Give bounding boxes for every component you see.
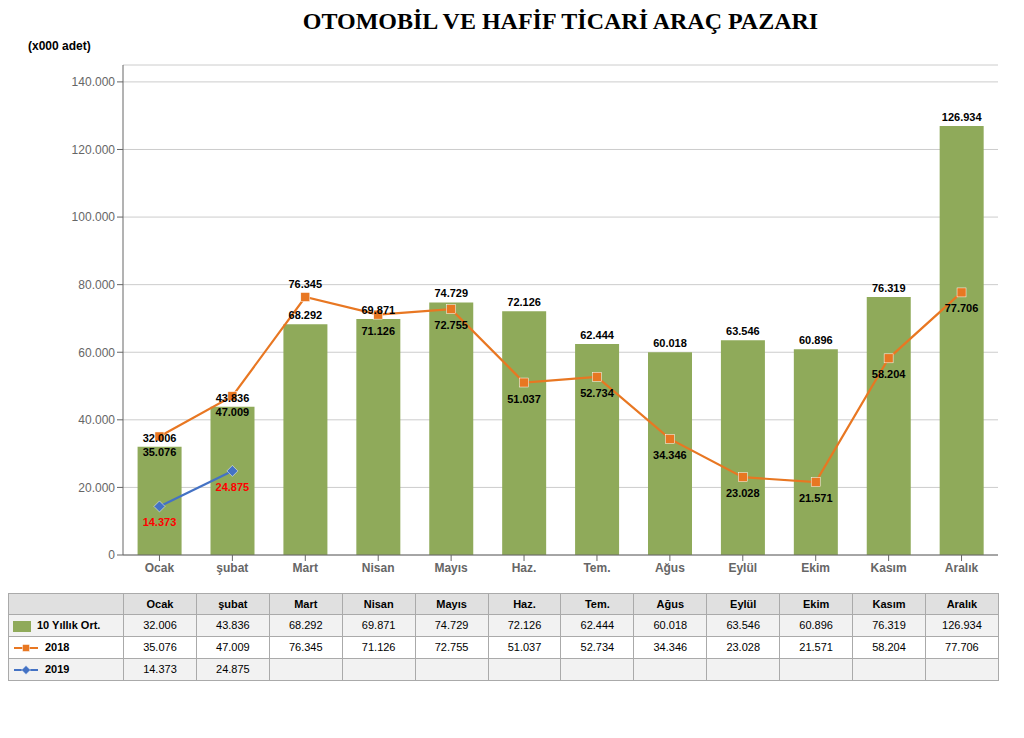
svg-text:Eylül: Eylül bbox=[728, 561, 757, 575]
html-text:35.076: 35.076 bbox=[143, 641, 177, 654]
svg-text:100.000: 100.000 bbox=[72, 210, 116, 224]
html-text:76.319: 76.319 bbox=[872, 619, 906, 632]
html-text:51.037: 51.037 bbox=[507, 641, 542, 654]
html-text:126.934: 126.934 bbox=[942, 619, 982, 632]
html-text:Ocak: Ocak bbox=[146, 598, 174, 610]
svg-text:14.373: 14.373 bbox=[143, 516, 177, 528]
svg-text:52.734: 52.734 bbox=[580, 387, 615, 399]
svg-text:58.204: 58.204 bbox=[872, 368, 907, 380]
svg-text:Ocak: Ocak bbox=[145, 561, 175, 575]
svg-text:72.755: 72.755 bbox=[434, 319, 468, 331]
html-text:23.028: 23.028 bbox=[726, 641, 760, 654]
svg-text:47.009: 47.009 bbox=[216, 406, 250, 418]
html-text:43.836: 43.836 bbox=[216, 619, 250, 632]
html-text:62.444: 62.444 bbox=[580, 619, 615, 632]
html-text:OTOMOBİL VE HAFİF TİCARİ ARAÇ: OTOMOBİL VE HAFİF TİCARİ ARAÇ PAZARI bbox=[302, 8, 819, 34]
svg-text:34.346: 34.346 bbox=[653, 449, 687, 461]
html-text:Tem.: Tem. bbox=[585, 598, 610, 610]
svg-text:21.571: 21.571 bbox=[799, 492, 833, 504]
html-text:Haz.: Haz. bbox=[513, 598, 536, 610]
svg-text:Mayıs: Mayıs bbox=[434, 561, 468, 575]
svg-text:80.000: 80.000 bbox=[78, 278, 115, 292]
html-text:Nisan: Nisan bbox=[363, 598, 394, 610]
html-text:Mart: Mart bbox=[294, 598, 318, 610]
svg-text:63.546: 63.546 bbox=[726, 325, 760, 337]
svg-text:140.000: 140.000 bbox=[72, 75, 116, 89]
html-text:şubat: şubat bbox=[218, 598, 248, 610]
html-text:58.204: 58.204 bbox=[872, 641, 906, 654]
html-text:77.706: 77.706 bbox=[945, 641, 979, 654]
html-text:63.546: 63.546 bbox=[726, 619, 760, 632]
svg-text:23.028: 23.028 bbox=[726, 487, 760, 499]
svg-text:Haz.: Haz. bbox=[512, 561, 537, 575]
html-text:69.871: 69.871 bbox=[361, 619, 396, 632]
svg-text:51.037: 51.037 bbox=[507, 393, 541, 405]
html-text:60.896: 60.896 bbox=[799, 619, 833, 632]
svg-text:77.706: 77.706 bbox=[945, 302, 979, 314]
html-text:72.126: 72.126 bbox=[507, 619, 542, 632]
html-text:Ağus: Ağus bbox=[656, 598, 684, 610]
svg-text:69.871: 69.871 bbox=[362, 304, 396, 316]
svg-text:35.076: 35.076 bbox=[143, 446, 177, 458]
html-text:Mayıs: Mayıs bbox=[436, 598, 467, 610]
svg-text:60.896: 60.896 bbox=[799, 334, 833, 346]
html-text:74.729: 74.729 bbox=[434, 619, 469, 632]
svg-text:Aralık: Aralık bbox=[945, 561, 979, 575]
html-text:32.006: 32.006 bbox=[143, 619, 177, 632]
html-text:68.292: 68.292 bbox=[288, 619, 323, 632]
html-text:60.018: 60.018 bbox=[653, 619, 688, 632]
html-text:72.755: 72.755 bbox=[434, 641, 469, 654]
svg-text:76.345: 76.345 bbox=[288, 278, 322, 290]
svg-text:Mart: Mart bbox=[293, 561, 318, 575]
html-text:76.345: 76.345 bbox=[288, 641, 323, 654]
svg-text:20.000: 20.000 bbox=[78, 481, 115, 495]
svg-text:Kasım: Kasım bbox=[871, 561, 907, 575]
svg-text:24.875: 24.875 bbox=[216, 481, 250, 493]
svg-text:126.934: 126.934 bbox=[942, 111, 983, 123]
svg-text:60.000: 60.000 bbox=[78, 346, 115, 360]
svg-text:74.729: 74.729 bbox=[434, 287, 468, 299]
html-text:52.734: 52.734 bbox=[580, 641, 615, 654]
html-text:21.571: 21.571 bbox=[799, 641, 833, 654]
svg-text:Ağus: Ağus bbox=[655, 561, 685, 575]
html-text:24.875: 24.875 bbox=[216, 663, 250, 676]
html-text:14.373: 14.373 bbox=[143, 663, 177, 676]
svg-text:120.000: 120.000 bbox=[72, 143, 116, 157]
svg-text:68.292: 68.292 bbox=[289, 309, 323, 321]
svg-text:62.444: 62.444 bbox=[580, 329, 615, 341]
html-text:Ekim: Ekim bbox=[803, 598, 830, 610]
html-text:Aralık: Aralık bbox=[946, 598, 978, 610]
html-text:2019: 2019 bbox=[45, 662, 70, 675]
svg-text:Nisan: Nisan bbox=[362, 561, 395, 575]
html-text:Kasım: Kasım bbox=[872, 598, 906, 610]
html-text:71.126: 71.126 bbox=[361, 641, 396, 654]
svg-text:40.000: 40.000 bbox=[78, 413, 115, 427]
svg-text:şubat: şubat bbox=[216, 561, 248, 575]
svg-text:43.836: 43.836 bbox=[216, 392, 250, 404]
html-text:Eylül: Eylül bbox=[730, 598, 757, 610]
svg-text:Ekim: Ekim bbox=[801, 561, 830, 575]
svg-text:76.319: 76.319 bbox=[872, 282, 906, 294]
svg-text:0: 0 bbox=[108, 548, 115, 562]
html-text:47.009: 47.009 bbox=[216, 641, 250, 654]
svg-text:72.126: 72.126 bbox=[507, 296, 541, 308]
svg-text:71.126: 71.126 bbox=[361, 325, 395, 337]
html-text:(x000 adet): (x000 adet) bbox=[28, 39, 91, 53]
html-text:2018: 2018 bbox=[45, 640, 70, 653]
svg-text:Tem.: Tem. bbox=[583, 561, 610, 575]
svg-text:60.018: 60.018 bbox=[653, 337, 687, 349]
html-text:34.346: 34.346 bbox=[653, 641, 688, 654]
html-text:10 Yıllık Ort.: 10 Yıllık Ort. bbox=[37, 619, 101, 631]
svg-text:32.006: 32.006 bbox=[143, 432, 177, 444]
